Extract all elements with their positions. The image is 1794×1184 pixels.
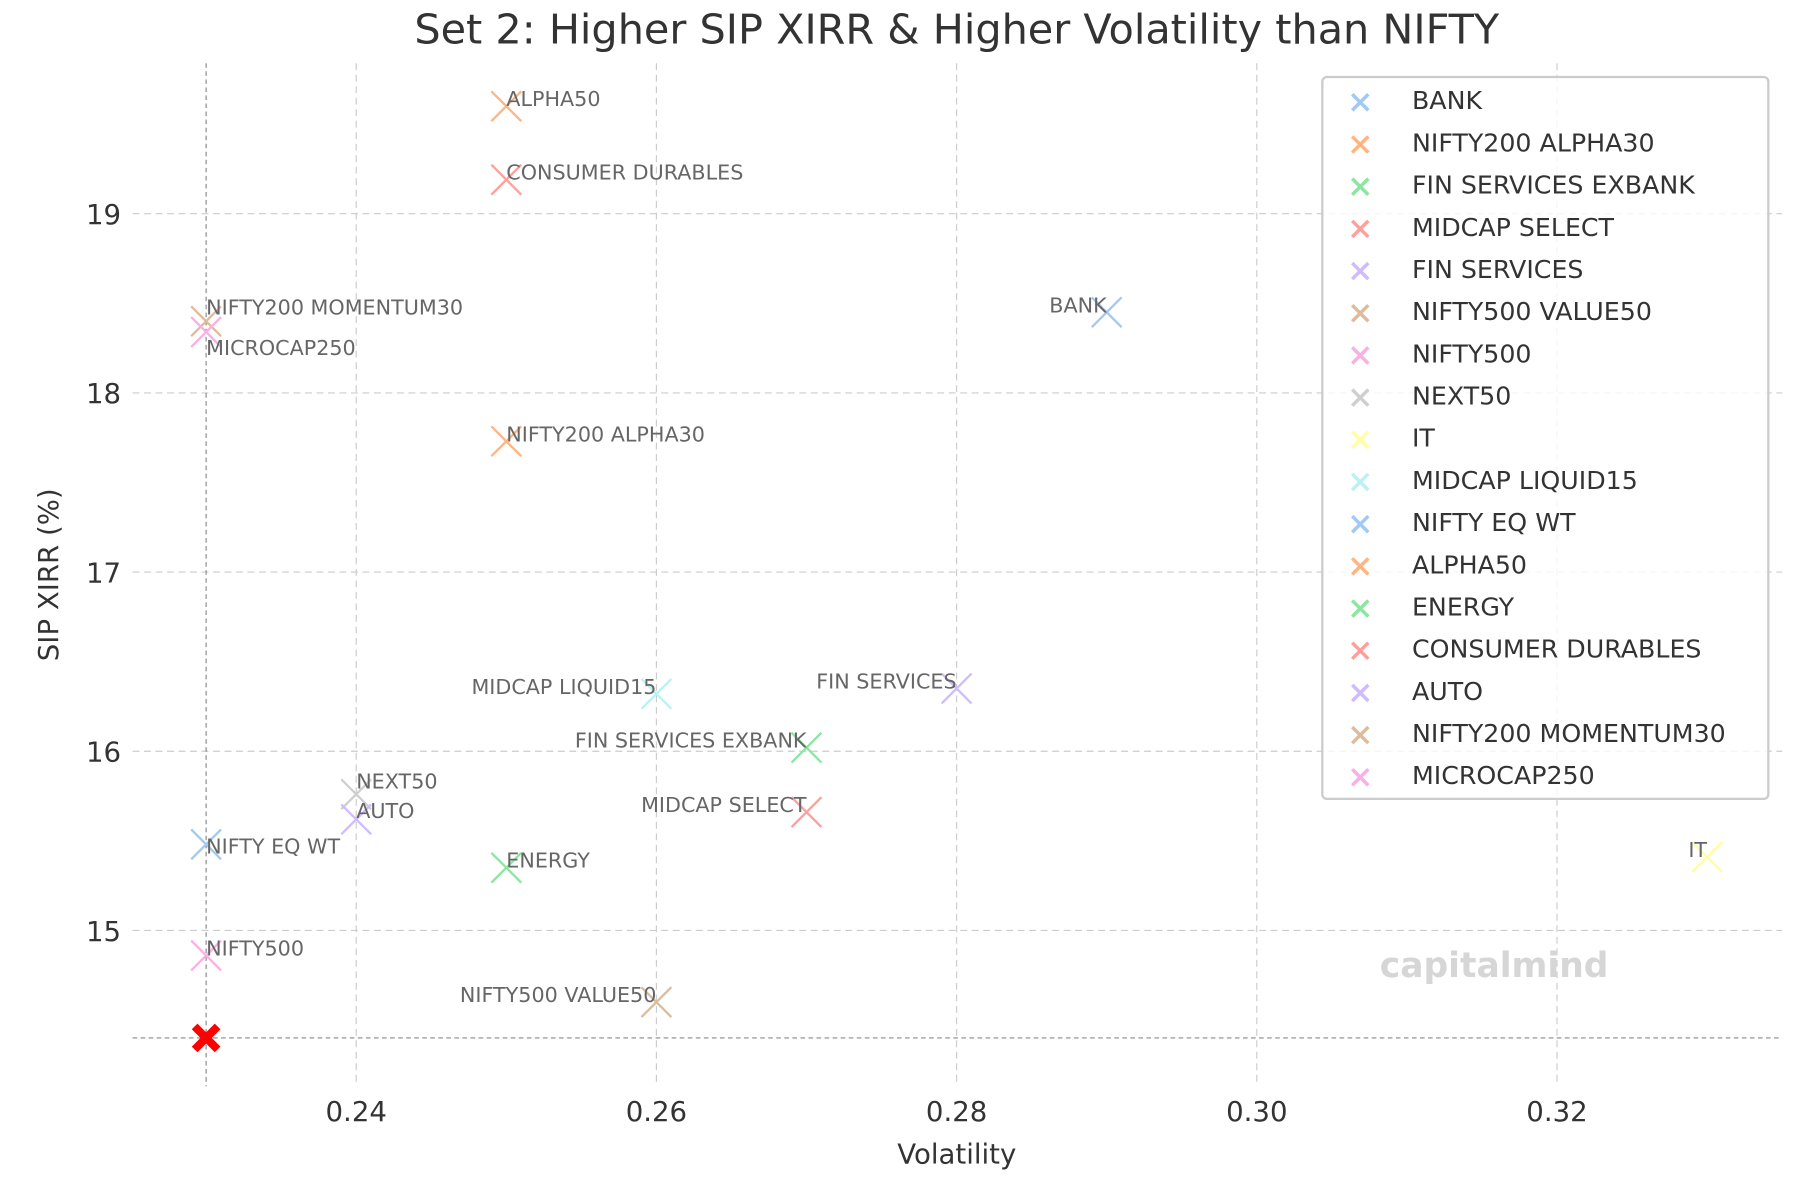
legend-box bbox=[1321, 75, 1770, 801]
data-point bbox=[640, 678, 673, 710]
data-points bbox=[190, 90, 1723, 1053]
point-label: NIFTY500 bbox=[206, 936, 304, 960]
x-tick-label: 0.30 bbox=[1226, 1095, 1287, 1128]
legend-item: NIFTY200 MOMENTUM30 bbox=[1350, 719, 1726, 748]
y-tick-label: 16 bbox=[86, 736, 121, 769]
legend-item: AUTO bbox=[1350, 677, 1483, 706]
x-axis-label: Volatility bbox=[897, 1137, 1016, 1170]
point-label: NEXT50 bbox=[356, 769, 437, 793]
legend-label: FIN SERVICES bbox=[1412, 255, 1583, 284]
legend-label: ENERGY bbox=[1412, 592, 1515, 621]
point-label: FIN SERVICES bbox=[816, 670, 956, 694]
point-label: NIFTY500 VALUE50 bbox=[460, 983, 656, 1007]
y-tick-label: 17 bbox=[86, 556, 121, 589]
legend-item: BANK bbox=[1350, 86, 1484, 115]
chart-title: Set 2: Higher SIP XIRR & Higher Volatili… bbox=[414, 6, 1500, 54]
y-tick-label: 19 bbox=[86, 198, 121, 231]
legend-item: FIN SERVICES EXBANK bbox=[1350, 171, 1696, 200]
legend-label: NIFTY200 ALPHA30 bbox=[1412, 128, 1655, 157]
data-point bbox=[190, 305, 222, 337]
x-tick-label: 0.26 bbox=[626, 1095, 687, 1128]
point-label: AUTO bbox=[356, 799, 414, 823]
reference-lines bbox=[132, 63, 1783, 1087]
legend-item: NIFTY500 VALUE50 bbox=[1350, 297, 1652, 326]
legend-item: NIFTY500 bbox=[1350, 339, 1532, 368]
data-point bbox=[640, 986, 673, 1018]
data-point bbox=[490, 851, 523, 884]
point-labels: BANK NIFTY200 ALPHA30 FIN SERVICES EXBANK M… bbox=[206, 87, 1707, 1007]
x-tick-label: 0.24 bbox=[326, 1095, 387, 1128]
x-tick-labels: 0.24 0.26 0.28 0.30 0.32 bbox=[326, 1095, 1588, 1128]
point-label: MIDCAP LIQUID15 bbox=[471, 675, 656, 699]
y-tick-label: 18 bbox=[86, 377, 121, 410]
data-point bbox=[1090, 296, 1123, 329]
data-point bbox=[490, 425, 523, 458]
data-point bbox=[940, 672, 973, 705]
data-point bbox=[190, 939, 222, 972]
legend-label: NIFTY500 bbox=[1412, 339, 1532, 368]
point-label: MIDCAP SELECT bbox=[641, 793, 807, 817]
point-label: MICROCAP250 bbox=[206, 336, 356, 360]
y-tick-label: 15 bbox=[86, 915, 121, 948]
data-point bbox=[790, 796, 823, 828]
legend-label: MIDCAP SELECT bbox=[1412, 213, 1615, 242]
point-label: ALPHA50 bbox=[506, 87, 600, 111]
legend-item: MIDCAP LIQUID15 bbox=[1350, 466, 1638, 495]
legend-label: FIN SERVICES EXBANK bbox=[1412, 171, 1696, 200]
legend-label: MIDCAP LIQUID15 bbox=[1412, 466, 1638, 495]
legend-label: IT bbox=[1412, 424, 1435, 453]
legend-label: ALPHA50 bbox=[1412, 550, 1527, 579]
legend-item: ALPHA50 bbox=[1350, 550, 1527, 579]
point-label: BANK bbox=[1049, 293, 1107, 317]
legend-label: NIFTY EQ WT bbox=[1412, 508, 1576, 537]
point-label: IT bbox=[1688, 838, 1707, 862]
legend-item: FIN SERVICES bbox=[1350, 255, 1583, 284]
point-label: ENERGY bbox=[506, 849, 590, 873]
legend-label: NEXT50 bbox=[1412, 382, 1511, 411]
reference-point-marker bbox=[191, 1023, 221, 1053]
legend-item: CONSUMER DURABLES bbox=[1350, 635, 1701, 664]
legend-label: AUTO bbox=[1412, 677, 1483, 706]
point-label: FIN SERVICES EXBANK bbox=[575, 729, 807, 753]
point-label: NIFTY200 MOMENTUM30 bbox=[206, 295, 463, 319]
data-point bbox=[190, 316, 222, 348]
point-label: CONSUMER DURABLES bbox=[506, 161, 743, 185]
point-label: NIFTY200 ALPHA30 bbox=[506, 422, 705, 446]
legend-item: NIFTY EQ WT bbox=[1350, 508, 1576, 537]
point-label: NIFTY EQ WT bbox=[206, 835, 340, 859]
legend-label: BANK bbox=[1412, 86, 1484, 115]
x-tick-label: 0.28 bbox=[926, 1095, 987, 1128]
legend-label: NIFTY500 VALUE50 bbox=[1412, 297, 1652, 326]
watermark: capitalmind bbox=[1380, 946, 1609, 986]
legend-label: MICROCAP250 bbox=[1412, 761, 1595, 790]
data-point bbox=[790, 731, 823, 764]
x-tick-label: 0.32 bbox=[1526, 1095, 1587, 1128]
data-point bbox=[490, 163, 523, 196]
data-point bbox=[340, 778, 372, 810]
legend-item: IT bbox=[1350, 424, 1435, 453]
data-point bbox=[190, 828, 222, 861]
legend-item: MICROCAP250 bbox=[1350, 761, 1595, 790]
legend-item: NEXT50 bbox=[1350, 382, 1511, 411]
legend: BANK NIFTY200 ALPHA30 FIN SERVICES EXBANK M… bbox=[1321, 75, 1770, 801]
legend-item: ENERGY bbox=[1350, 592, 1515, 621]
y-axis-label: SIP XIRR (%) bbox=[32, 488, 65, 661]
data-point bbox=[490, 90, 523, 122]
y-tick-labels: 15 16 17 18 19 bbox=[86, 198, 121, 948]
data-point bbox=[340, 803, 372, 836]
data-point bbox=[1691, 841, 1723, 873]
legend-item: MIDCAP SELECT bbox=[1350, 213, 1615, 242]
legend-label: NIFTY200 MOMENTUM30 bbox=[1412, 719, 1726, 748]
legend-item: NIFTY200 ALPHA30 bbox=[1350, 128, 1655, 157]
legend-label: CONSUMER DURABLES bbox=[1412, 635, 1701, 664]
